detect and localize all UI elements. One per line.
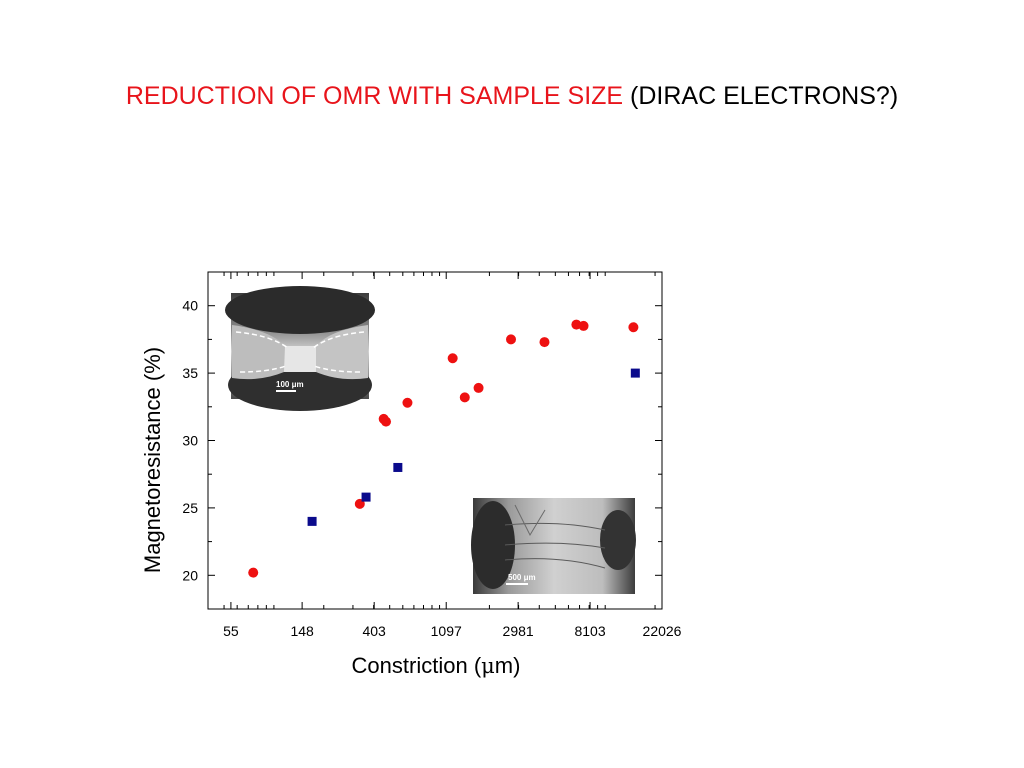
y-tick-label: 35 [182,365,198,381]
x-tick-label: 403 [362,623,386,639]
y-tick-label: 30 [182,433,198,449]
data-point-circle [248,567,259,578]
x-tick-label: 55 [223,623,239,639]
x-axis-label: Constriction (μm) [352,653,521,678]
data-point-circle [539,337,550,348]
data-points [248,319,640,578]
x-tick-label: 148 [290,623,314,639]
data-point-square [307,516,317,526]
x-tick-label: 8103 [574,623,605,639]
data-point-square [393,462,403,472]
y-tick-label: 25 [182,500,198,516]
slide-title-black: (DIRAC ELECTRONS?) [630,82,899,110]
data-point-circle [628,322,639,333]
inset-scale-label-500um: 500 μm [508,573,536,582]
data-point-circle [381,416,392,427]
data-point-circle [459,392,470,403]
data-point-circle [506,334,517,345]
data-point-circle [447,353,458,364]
slide-title-red: REDUCTION OF OMR WITH SAMPLE SIZE [125,82,624,110]
slide-title: REDUCTION OF OMR WITH SAMPLE SIZE (DIRAC… [0,79,1024,113]
x-tick-label: 22026 [643,623,682,639]
data-point-circle [473,382,484,393]
y-axis-ticks: 20 25 30 35 40 [182,271,662,610]
data-point-circle [402,397,413,408]
data-point-circle [578,320,589,331]
data-point-square [361,492,371,502]
x-axis-ticks: 55 148 403 1097 2981 8103 22026 [223,272,682,639]
inset-micrograph-large-constriction: 500 μm [471,498,636,594]
y-tick-label: 40 [182,298,198,314]
x-tick-label: 1097 [431,623,462,639]
inset-micrograph-small-constriction: 100 μm [225,286,375,411]
inset-scale-label-100um: 100 μm [276,380,304,389]
y-tick-label: 20 [182,567,198,583]
data-point-square [630,368,640,378]
x-tick-label: 2981 [503,623,534,639]
y-axis-label: Magnetoresistance (%) [140,347,165,573]
